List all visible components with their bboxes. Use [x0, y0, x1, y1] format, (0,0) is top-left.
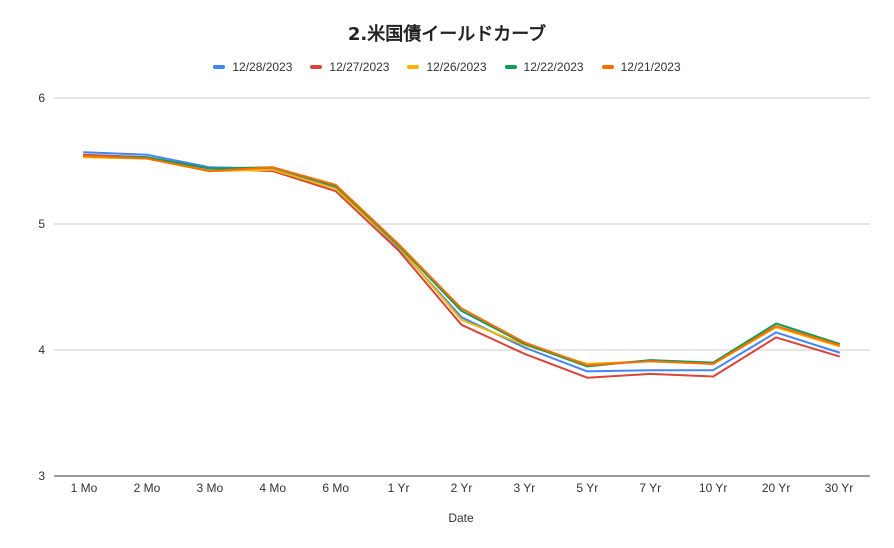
series-line-3: [83, 156, 840, 365]
x-tick-label: 30 Yr: [825, 481, 853, 495]
y-axis-ticks: 3 4 5 6: [38, 91, 45, 483]
x-axis-ticks: 1 Mo 2 Mo 3 Mo 4 Mo 6 Mo 1 Yr 2 Yr 3 Yr 5 Yr 7 Yr…: [71, 481, 854, 495]
gridlines: [54, 97, 870, 477]
x-tick-label: 4 Mo: [259, 481, 286, 495]
series-line-5: [83, 155, 840, 367]
legend-label: 12/27/2023: [329, 60, 390, 74]
chart-title: 2.米国債イールドカーブ: [347, 24, 547, 45]
x-tick-label: 3 Mo: [196, 481, 223, 495]
legend-swatch: [310, 65, 323, 69]
legend-label: 12/28/2023: [232, 60, 293, 74]
x-tick-label: 2 Yr: [451, 481, 473, 495]
x-tick-label: 1 Yr: [388, 481, 410, 495]
y-tick-label: 5: [38, 217, 45, 231]
x-tick-label: 3 Yr: [514, 481, 536, 495]
legend-item: 12/22/2023: [504, 60, 584, 74]
legend: 12/28/2023 12/27/2023 12/26/2023 12/22/2023…: [0, 60, 894, 74]
legend-label: 12/21/2023: [620, 60, 681, 74]
x-tick-label: 1 Mo: [71, 481, 98, 495]
x-tick-label: 6 Mo: [322, 481, 349, 495]
y-tick-label: 4: [38, 343, 45, 357]
series-line-4: [83, 155, 840, 368]
x-tick-label: 20 Yr: [762, 481, 790, 495]
legend-item: 12/26/2023: [407, 60, 487, 74]
legend-swatch: [504, 65, 517, 69]
x-axis-title: Date: [448, 511, 474, 525]
x-tick-label: 7 Yr: [639, 481, 661, 495]
x-tick-label: 10 Yr: [699, 481, 727, 495]
legend-swatch: [407, 65, 420, 69]
legend-item: 12/28/2023: [213, 60, 292, 74]
series-line-1: [83, 151, 840, 373]
legend-item: 12/27/2023: [310, 60, 389, 74]
x-tick-label: 5 Yr: [576, 481, 598, 495]
y-tick-label: 3: [38, 469, 45, 483]
legend-swatch: [601, 65, 614, 69]
legend-swatch: [213, 65, 226, 69]
legend-label: 12/26/2023: [426, 60, 487, 74]
series-line-2: [83, 153, 840, 379]
legend-item: 12/21/2023: [601, 60, 681, 74]
y-tick-label: 6: [38, 91, 45, 105]
x-tick-label: 2 Mo: [134, 481, 161, 495]
series-lines: [83, 151, 840, 379]
legend-label: 12/22/2023: [523, 60, 584, 74]
